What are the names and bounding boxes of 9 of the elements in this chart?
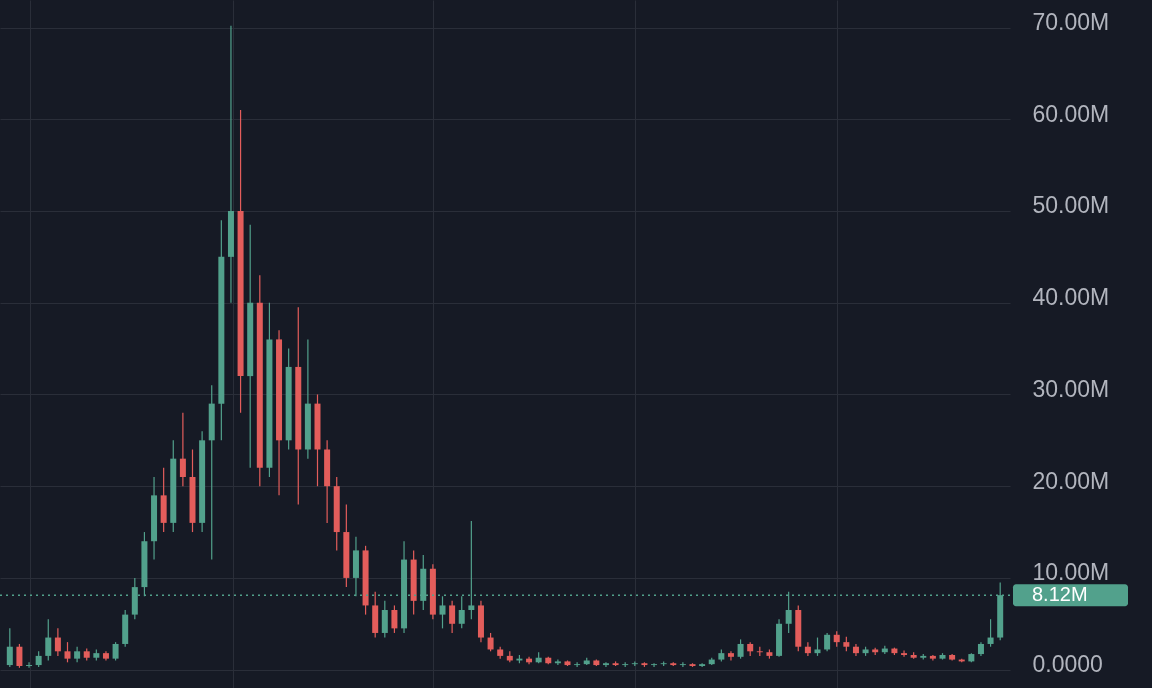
y-tick-label: 50.00M xyxy=(1032,192,1110,219)
y-tick-label: 30.00M xyxy=(1032,375,1110,402)
y-tick-label: 0.0000 xyxy=(1032,651,1103,678)
y-tick-label: 10.00M xyxy=(1032,559,1110,586)
y-tick-label: 70.00M xyxy=(1032,9,1110,36)
ref-line-label: 8.12M xyxy=(1032,583,1088,606)
y-tick-label: 60.00M xyxy=(1032,100,1110,127)
y-tick-label: 40.00M xyxy=(1032,284,1110,311)
y-tick-label: 20.00M xyxy=(1032,467,1110,494)
